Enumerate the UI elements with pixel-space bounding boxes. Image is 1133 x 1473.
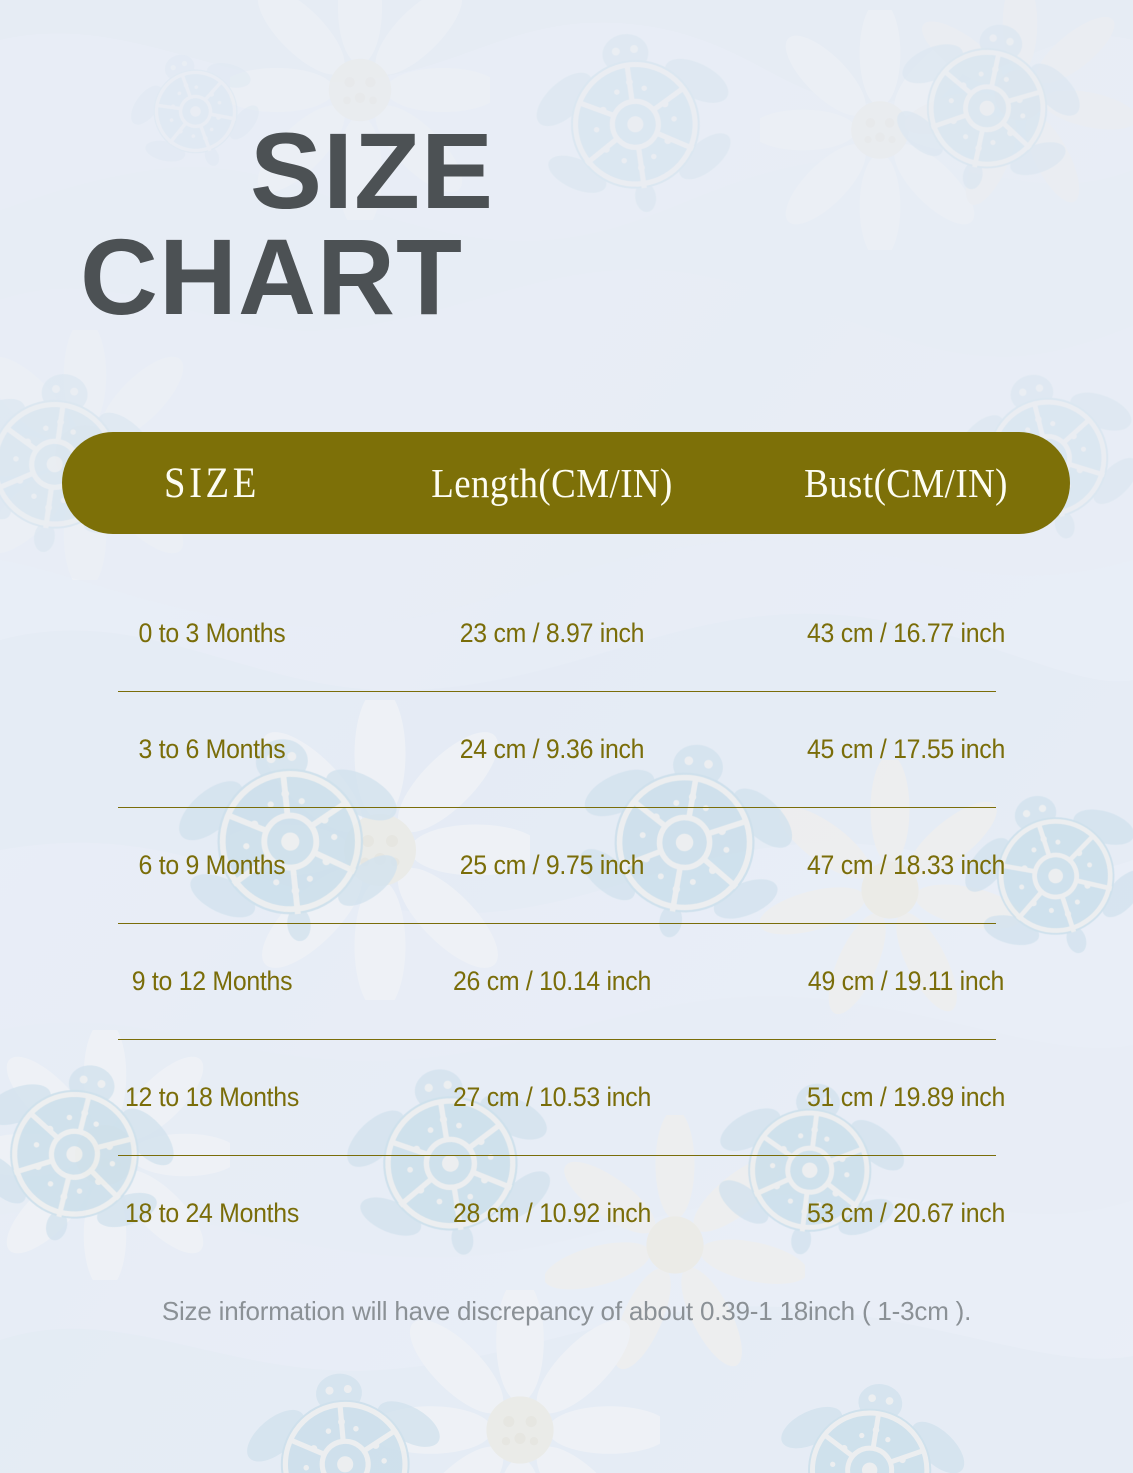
table-row: 3 to 6 Months 24 cm / 9.36 inch 45 cm / … — [62, 691, 1070, 808]
size-table: 0 to 3 Months 23 cm / 8.97 inch 43 cm / … — [62, 575, 1070, 1271]
cell-length: 28 cm / 10.92 inch — [452, 1197, 652, 1228]
cell-size: 18 to 24 Months — [124, 1197, 299, 1228]
cell-length: 24 cm / 9.36 inch — [459, 733, 645, 764]
cell-size: 3 to 6 Months — [138, 733, 286, 764]
page-title: SIZE CHART — [78, 110, 698, 337]
cell-size: 0 to 3 Months — [138, 617, 286, 648]
table-row: 0 to 3 Months 23 cm / 8.97 inch 43 cm / … — [62, 575, 1070, 692]
title-line-chart: CHART — [80, 215, 463, 337]
cell-size: 12 to 18 Months — [124, 1081, 299, 1112]
table-row: 9 to 12 Months 26 cm / 10.14 inch 49 cm … — [62, 923, 1070, 1040]
cell-length: 26 cm / 10.14 inch — [452, 965, 652, 996]
cell-length: 23 cm / 8.97 inch — [459, 617, 645, 648]
cell-bust: 53 cm / 20.67 inch — [806, 1197, 1006, 1228]
disclaimer-text: Size information will have discrepancy o… — [161, 1296, 972, 1326]
table-row: 6 to 9 Months 25 cm / 9.75 inch 47 cm / … — [62, 807, 1070, 924]
cell-bust: 43 cm / 16.77 inch — [806, 617, 1006, 648]
cell-bust: 47 cm / 18.33 inch — [806, 849, 1006, 880]
table-row: 18 to 24 Months 28 cm / 10.92 inch 53 cm… — [62, 1155, 1070, 1271]
cell-length: 27 cm / 10.53 inch — [452, 1081, 652, 1112]
column-header-bust: Bust(CM/IN) — [804, 460, 1008, 506]
cell-size: 6 to 9 Months — [138, 849, 286, 880]
cell-bust: 51 cm / 19.89 inch — [806, 1081, 1006, 1112]
table-row: 12 to 18 Months 27 cm / 10.53 inch 51 cm… — [62, 1039, 1070, 1156]
cell-length: 25 cm / 9.75 inch — [459, 849, 645, 880]
cell-bust: 45 cm / 17.55 inch — [806, 733, 1006, 764]
column-header-size: SIZE — [163, 459, 261, 507]
cell-size: 9 to 12 Months — [131, 965, 293, 996]
table-header-bar: SIZE Length(CM/IN) Bust(CM/IN) — [62, 432, 1070, 534]
cell-bust: 49 cm / 19.11 inch — [807, 965, 1005, 996]
title-line-size: SIZE — [250, 110, 495, 231]
column-header-length: Length(CM/IN) — [431, 460, 673, 506]
